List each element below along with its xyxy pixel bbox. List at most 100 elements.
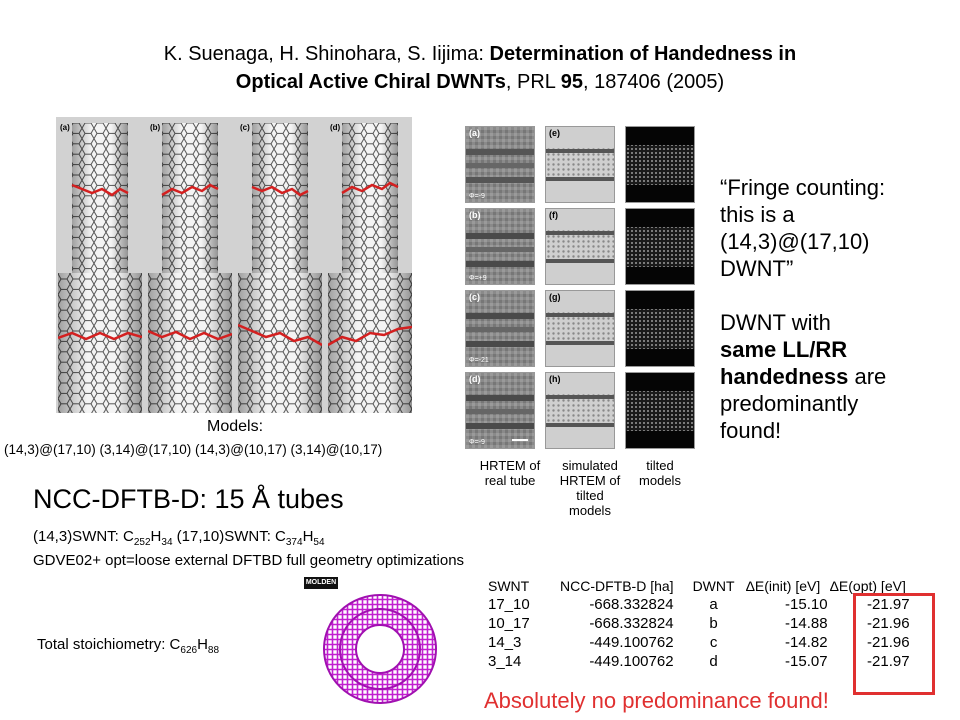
table-row: 3_14 -449.100762 d -15.07 -21.97 [488, 652, 918, 671]
hrtem-sim-h: (h) [545, 372, 615, 449]
hrtem-sim-e: (e) [545, 126, 615, 203]
stoich-h-sub: 88 [207, 645, 220, 656]
cell-ncc: -449.100762 [589, 634, 674, 651]
caption-simulated-l3: tilted [576, 488, 604, 503]
cell-eopt: -21.96 [867, 615, 910, 632]
cell-dwnt: c [709, 634, 718, 651]
table-row: 14_3 -449.100762 c -14.82 -21.96 [488, 633, 918, 652]
quote-line-1: “Fringe counting: [720, 175, 886, 200]
cell-einit: -14.82 [785, 634, 828, 651]
tube-model-a [58, 123, 142, 413]
hrtem-label-e: (e) [549, 128, 560, 138]
ncc-title: NCC-DFTB-D: 15 Å tubes [33, 484, 344, 514]
formula-s4: 54 [313, 537, 325, 548]
hrtem-label-h: (h) [549, 374, 561, 384]
cell-swnt: 17_10 [488, 596, 530, 613]
formula-s1: 252 [133, 537, 151, 548]
formula-p1: (14,3)SWNT: C [33, 528, 134, 545]
stoich-c-sub: 626 [180, 645, 198, 656]
cell-eopt: -21.97 [867, 596, 910, 613]
hrtem-phi-a: Φ=-9 [469, 193, 485, 200]
fringe-counting-quote: “Fringe counting: this is a (14,3)@(17,1… [720, 174, 955, 444]
citation-title-line1: Determination of Handedness in [489, 43, 797, 65]
citation-volume: 95 [560, 71, 583, 93]
formula-p3: (17,10)SWNT: C [172, 528, 286, 545]
caption-tilted-l1: tilted [646, 458, 674, 473]
cell-dwnt: b [709, 615, 718, 632]
tube-model-b [148, 123, 232, 413]
hrtem-label-a: (a) [469, 128, 480, 138]
cell-swnt: 10_17 [488, 615, 530, 632]
cell-swnt: 14_3 [488, 634, 522, 651]
caption-simulated-l1: simulated [562, 458, 618, 473]
th-ncc: NCC-DFTB-D [ha] [560, 577, 674, 594]
hrtem-phi-d: Φ=-9 [469, 439, 485, 446]
models-list: (14,3)@(17,10) (3,14)@(17,10) (14,3)@(10… [4, 442, 383, 457]
caption-hrtem-real-l1: HRTEM of [479, 458, 541, 473]
th-swnt: SWNT [488, 577, 530, 594]
cell-einit: -14.88 [785, 615, 828, 632]
table-row: 17_10 -668.332824 a -15.10 -21.97 [488, 595, 918, 614]
cell-ncc: -668.332824 [589, 615, 674, 632]
formula-s2: 34 [161, 537, 173, 548]
citation-pages: , 187406 (2005) [582, 71, 725, 93]
hrtem-tilted-3 [625, 290, 695, 367]
hrtem-tilted-4 [625, 372, 695, 449]
cell-dwnt: a [709, 596, 718, 613]
model-label-a: (a) [60, 123, 70, 132]
cell-swnt: 3_14 [488, 653, 522, 670]
hrtem-label-f: (f) [549, 210, 558, 220]
molden-logo: MOLDEN [304, 577, 338, 589]
caption-simulated-l2: HRTEM of [559, 473, 621, 488]
quote-line-4: DWNT” [720, 256, 794, 281]
caption-tilted-l2: models [639, 473, 681, 488]
hrtem-real-a: (a) Φ=-9 [465, 126, 535, 203]
hrtem-label-b: (b) [469, 210, 481, 220]
finding-line-3-rest: are [848, 364, 887, 389]
citation-authors: K. Suenaga, H. Shinohara, S. Iijima: [163, 43, 490, 65]
caption-hrtem-real: HRTEM of real tube [470, 458, 550, 488]
finding-line-5: found! [720, 418, 782, 443]
tube-model-c [238, 123, 322, 413]
hrtem-sim-f: (f) [545, 208, 615, 285]
th-eopt: ΔE(opt) [eV] [829, 577, 906, 594]
model-label-d: (d) [330, 123, 341, 132]
cell-ncc: -668.332824 [589, 596, 674, 613]
cell-eopt: -21.97 [867, 653, 910, 670]
ncc-formula: (14,3)SWNT: C252H34 (17,10)SWNT: C374H54 [33, 528, 325, 548]
citation-title-line2: Optical Active Chiral DWNTs [235, 71, 506, 93]
nanotube-models-figure: (a) (b) (c) (d) [56, 117, 412, 413]
formula-s3: 374 [285, 537, 303, 548]
citation-journal: , PRL [505, 71, 561, 93]
table-header-row: SWNT NCC-DFTB-D [ha] DWNT ΔE(init) [eV] … [488, 576, 918, 595]
caption-hrtem-real-l2: real tube [484, 473, 536, 488]
caption-tilted-models: tilted models [628, 458, 692, 488]
citation-header: K. Suenaga, H. Shinohara, S. Iijima: Det… [60, 40, 900, 96]
hrtem-real-d: (d) Φ=-9 [465, 372, 535, 449]
hrtem-sim-g: (g) [545, 290, 615, 367]
table-row: 10_17 -668.332824 b -14.88 -21.96 [488, 614, 918, 633]
stoich-h: H [197, 636, 208, 653]
total-stoichiometry: Total stoichiometry: C626H88 [37, 636, 219, 656]
hrtem-phi-c: Φ=-21 [469, 357, 489, 364]
energy-table: SWNT NCC-DFTB-D [ha] DWNT ΔE(init) [eV] … [488, 576, 934, 671]
finding-line-4: predominantly [720, 391, 859, 416]
highlight-box [853, 593, 935, 695]
models-title: Models: [206, 418, 264, 435]
hrtem-tilted-1 [625, 126, 695, 203]
model-label-c: (c) [240, 123, 250, 132]
finding-bold-1: same LL/RR [720, 337, 848, 362]
hrtem-real-c: (c) Φ=-21 [465, 290, 535, 367]
hrtem-real-b: (b) Φ=+9 [465, 208, 535, 285]
cell-einit: -15.07 [785, 653, 828, 670]
cell-eopt: -21.96 [867, 634, 910, 651]
formula-p2: H [150, 528, 162, 545]
hrtem-phi-b: Φ=+9 [469, 275, 487, 282]
finding-line-1: DWNT with [720, 310, 831, 335]
quote-line-3: (14,3)@(17,10) [720, 229, 870, 254]
ncc-method: GDVE02+ opt=loose external DFTBD full ge… [33, 552, 465, 569]
th-dwnt: DWNT [692, 577, 735, 594]
caption-simulated: simulated HRTEM of tilted models [550, 458, 630, 518]
dwnt-molecule-image [323, 594, 437, 704]
hrtem-label-c: (c) [469, 292, 480, 302]
